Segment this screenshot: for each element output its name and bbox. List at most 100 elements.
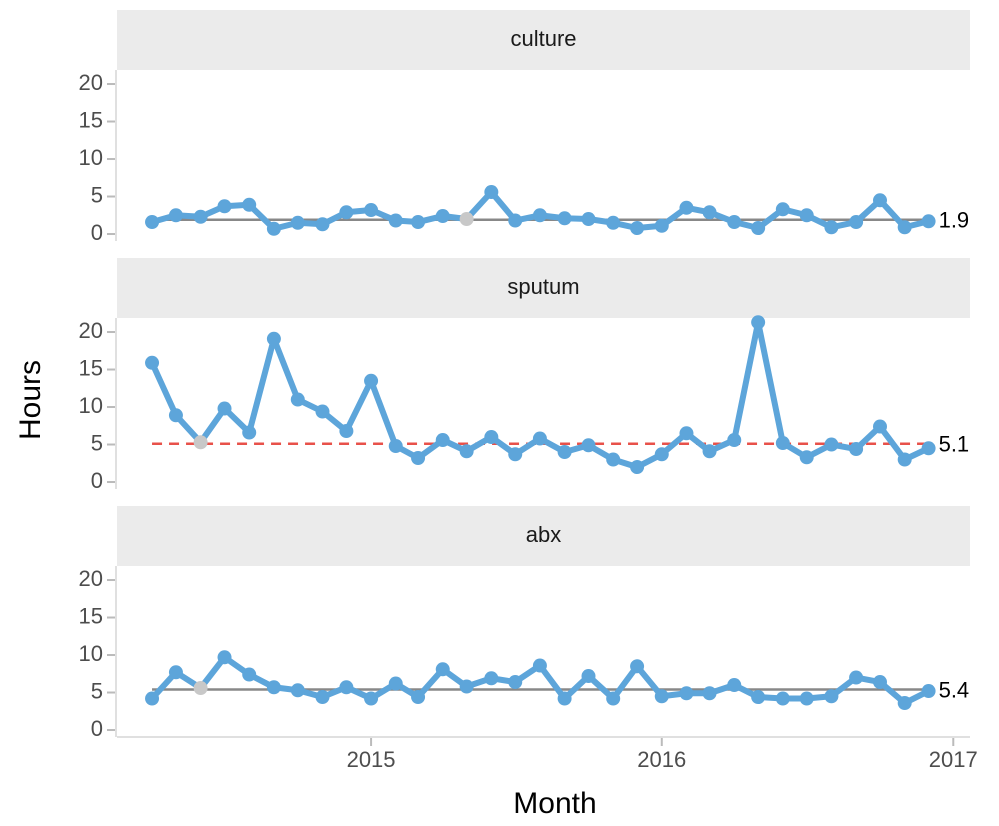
data-point [315, 690, 330, 705]
data-point [266, 221, 281, 236]
data-point [315, 404, 330, 419]
data-point [168, 208, 183, 223]
data-point [364, 203, 379, 218]
data-point [217, 199, 232, 214]
data-point [145, 215, 160, 230]
data-point [145, 691, 160, 706]
data-point [193, 435, 208, 450]
y-tick-label: 0 [91, 716, 103, 741]
center-label: 1.9 [939, 208, 970, 233]
data-point [679, 200, 694, 215]
data-point [459, 679, 474, 694]
data-point [532, 658, 547, 673]
data-point [290, 683, 305, 698]
data-point [435, 433, 450, 448]
data-point [508, 213, 523, 228]
data-point [630, 659, 645, 674]
x-tick-label: 2015 [347, 747, 396, 772]
data-point [508, 675, 523, 690]
data-point [193, 681, 208, 696]
data-point [799, 691, 814, 706]
data-point [388, 213, 403, 228]
data-point [290, 215, 305, 230]
y-axis-label: Hours [14, 360, 47, 440]
data-point [459, 444, 474, 459]
data-point [193, 209, 208, 224]
data-point [606, 215, 621, 230]
x-axis-label: Month [513, 787, 596, 820]
data-point [606, 691, 621, 706]
data-point [484, 430, 499, 445]
data-point [921, 441, 936, 456]
data-point [581, 212, 596, 227]
data-point [411, 451, 426, 466]
data-point [849, 670, 864, 685]
data-point [168, 665, 183, 680]
data-point [339, 424, 354, 439]
y-tick-label: 10 [79, 393, 103, 418]
data-point [435, 209, 450, 224]
data-point [388, 676, 403, 691]
data-point [581, 438, 596, 453]
y-tick-label: 5 [91, 430, 103, 455]
data-point [557, 445, 572, 460]
data-point [339, 205, 354, 220]
data-point [775, 436, 790, 451]
data-point [679, 686, 694, 701]
strip [117, 10, 970, 70]
data-point [873, 193, 888, 208]
data-point [364, 373, 379, 388]
data-point [630, 460, 645, 475]
data-point [654, 447, 669, 462]
data-point [532, 431, 547, 446]
data-point [751, 221, 766, 236]
data-point [435, 662, 450, 677]
y-tick-label: 10 [79, 145, 103, 170]
data-point [873, 675, 888, 690]
y-tick-label: 20 [79, 318, 103, 343]
data-point [921, 214, 936, 229]
data-point [242, 667, 257, 682]
data-point [897, 452, 912, 467]
panel-title: sputum [507, 274, 579, 299]
data-point [630, 221, 645, 236]
data-point [315, 217, 330, 232]
y-tick-label: 0 [91, 220, 103, 245]
y-tick-label: 0 [91, 468, 103, 493]
data-point [217, 401, 232, 416]
data-point [484, 185, 499, 200]
data-point [799, 450, 814, 465]
data-point [145, 355, 160, 370]
center-label: 5.4 [939, 677, 970, 702]
data-point [849, 442, 864, 457]
data-point [654, 218, 669, 233]
data-point [557, 211, 572, 226]
data-point [484, 671, 499, 686]
data-point [654, 689, 669, 704]
data-point [266, 331, 281, 346]
data-point [727, 215, 742, 230]
data-point [775, 202, 790, 217]
data-point [727, 678, 742, 693]
y-tick-label: 10 [79, 641, 103, 666]
data-point [364, 691, 379, 706]
data-point [459, 212, 474, 227]
data-point [217, 650, 232, 665]
x-tick-label: 2017 [929, 747, 978, 772]
y-tick-label: 5 [91, 182, 103, 207]
data-point [508, 447, 523, 462]
data-point [751, 315, 766, 330]
panel-title: abx [526, 522, 561, 547]
y-tick-label: 15 [79, 603, 103, 628]
y-tick-label: 20 [79, 566, 103, 591]
center-label: 5.1 [939, 432, 970, 457]
data-point [824, 220, 839, 235]
data-point [702, 205, 717, 220]
y-tick-label: 15 [79, 107, 103, 132]
y-tick-label: 20 [79, 70, 103, 95]
data-point [532, 208, 547, 223]
data-point [679, 426, 694, 441]
data-point [727, 433, 742, 448]
y-tick-label: 15 [79, 355, 103, 380]
